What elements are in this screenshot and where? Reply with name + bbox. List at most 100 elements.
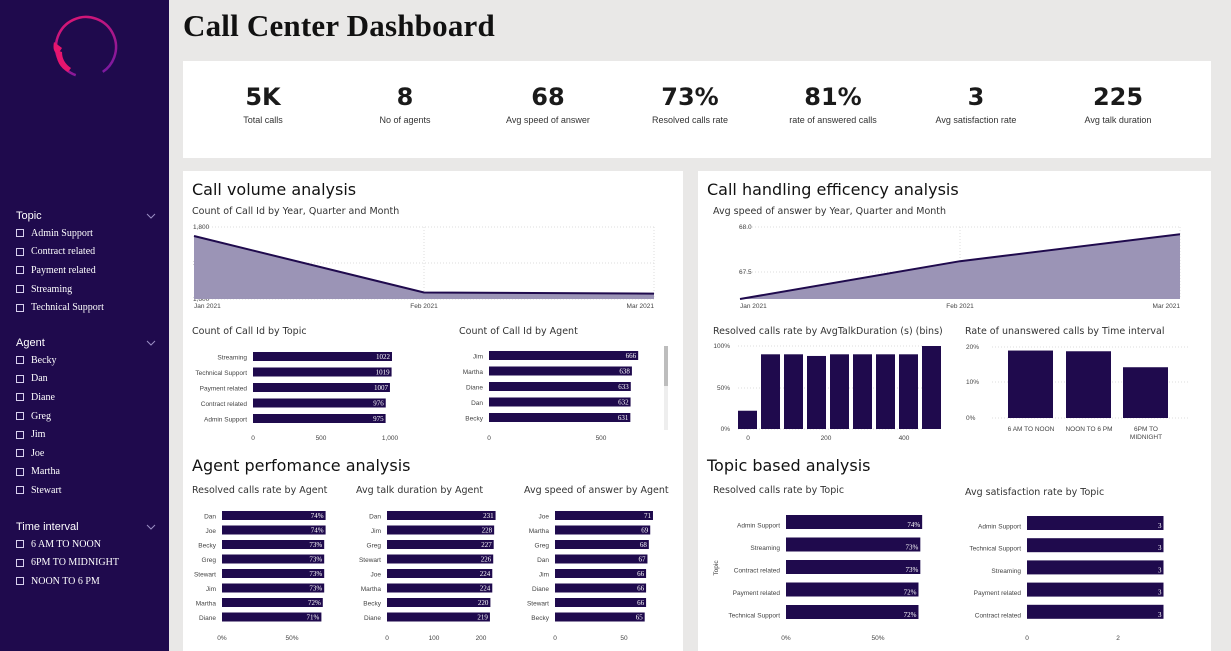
slicer-option[interactable]: Admin Support <box>16 224 156 243</box>
kpi-value: 5K <box>245 83 281 111</box>
checkbox[interactable] <box>16 486 24 495</box>
slicer-option-label: Becky <box>31 354 57 366</box>
chart-title: Count of Call Id by Topic <box>192 326 307 337</box>
agent-slicer: Agent Becky Dan Diane Greg Jim Joe Marth… <box>16 335 156 500</box>
kpi-label: No of agents <box>379 115 431 125</box>
kpi-card: 5K Total calls <box>188 83 338 125</box>
page-title: Call Center Dashboard <box>183 8 495 43</box>
phone-ring-logo-icon <box>53 15 118 79</box>
kpi-card: 81% rate of answered calls <box>758 83 908 125</box>
checkbox[interactable] <box>16 247 24 256</box>
scrollbar-thumb[interactable] <box>664 346 668 386</box>
kpi-value: 225 <box>1092 83 1144 111</box>
checkbox[interactable] <box>16 356 24 365</box>
topic-slicer: Topic Admin Support Contract related Pay… <box>16 208 156 317</box>
left-panel <box>183 171 683 651</box>
checkbox[interactable] <box>16 303 24 312</box>
checkbox[interactable] <box>16 430 24 439</box>
chevron-down-icon[interactable] <box>146 338 156 348</box>
slicer-option[interactable]: Technical Support <box>16 298 156 317</box>
slicer-option[interactable]: Dan <box>16 370 156 389</box>
slicer-option[interactable]: NOON TO 6 PM <box>16 572 156 591</box>
slicer-option-label: Joe <box>31 447 45 459</box>
slicer-option[interactable]: Becky <box>16 351 156 370</box>
chart-title: Avg talk duration by Agent <box>356 485 484 496</box>
section-title-efficiency: Call handling efficency analysis <box>707 180 959 199</box>
slicer-option-label: Technical Support <box>31 302 104 314</box>
kpi-value: 73% <box>661 83 719 111</box>
checkbox[interactable] <box>16 374 24 383</box>
slicer-option[interactable]: 6 AM TO NOON <box>16 535 156 554</box>
slicer-option-label: Streaming <box>31 283 73 295</box>
kpi-label: Avg talk duration <box>1084 115 1152 125</box>
slicer-option[interactable]: Streaming <box>16 280 156 299</box>
time-interval-slicer-header[interactable]: Time interval <box>16 519 156 535</box>
slicer-option-label: Dan <box>31 373 48 385</box>
checkbox[interactable] <box>16 577 24 586</box>
kpi-label: Resolved calls rate <box>651 115 729 125</box>
chart-title: Count of Call Id by Year, Quarter and Mo… <box>192 206 400 217</box>
slicer-option[interactable]: Greg <box>16 407 156 426</box>
time-interval-slicer: Time interval 6 AM TO NOON 6PM TO MIDNIG… <box>16 519 156 591</box>
checkbox[interactable] <box>16 266 24 275</box>
kpi-card: 73% Resolved calls rate <box>615 83 765 125</box>
checkbox[interactable] <box>16 558 24 567</box>
kpi-label: Total calls <box>243 115 283 125</box>
topic-slicer-title: Topic <box>16 210 42 222</box>
slicer-option-label: 6PM TO MIDNIGHT <box>31 557 119 569</box>
slicer-option[interactable]: Jim <box>16 425 156 444</box>
slicer-option-label: Payment related <box>31 264 96 276</box>
chart-title: Avg speed of answer by Agent <box>524 485 669 496</box>
checkbox[interactable] <box>16 393 24 402</box>
chart-title: Rate of unanswered calls by Time interva… <box>965 326 1165 337</box>
slicer-option[interactable]: Diane <box>16 388 156 407</box>
slicer-option[interactable]: Payment related <box>16 261 156 280</box>
kpi-card: 68 Avg speed of answer <box>473 83 623 125</box>
slicer-option[interactable]: 6PM TO MIDNIGHT <box>16 554 156 573</box>
checkbox[interactable] <box>16 467 24 476</box>
slicer-option[interactable]: Contract related <box>16 243 156 262</box>
kpi-label: rate of answered calls <box>789 115 877 125</box>
chart-title: Avg speed of answer by Year, Quarter and… <box>713 206 947 217</box>
section-title-topic: Topic based analysis <box>707 456 871 475</box>
agent-slicer-title: Agent <box>16 337 45 349</box>
slicer-option-label: 6 AM TO NOON <box>31 538 101 550</box>
kpi-band: 5K Total calls 8 No of agents 68 Avg speed … <box>183 61 1211 158</box>
chart-title: Resolved calls rate by Agent <box>192 485 328 496</box>
chart-title: Avg satisfaction rate by Topic <box>965 487 1105 498</box>
time-interval-slicer-title: Time interval <box>16 521 79 533</box>
chart-title: Resolved calls rate by Topic <box>713 485 845 496</box>
kpi-value: 8 <box>396 83 414 111</box>
kpi-value: 3 <box>967 83 985 111</box>
slicer-option-label: Martha <box>31 466 60 478</box>
slicer-option-label: NOON TO 6 PM <box>31 575 100 587</box>
checkbox[interactable] <box>16 229 24 238</box>
kpi-value: 81% <box>804 83 862 111</box>
sidebar: Topic Admin Support Contract related Pay… <box>0 0 169 651</box>
checkbox[interactable] <box>16 449 24 458</box>
chevron-down-icon[interactable] <box>146 211 156 221</box>
agent-chart-scrollbar[interactable] <box>664 346 668 430</box>
topic-slicer-header[interactable]: Topic <box>16 208 156 224</box>
right-panel <box>698 171 1211 651</box>
slicer-option-label: Admin Support <box>31 227 93 239</box>
slicer-option[interactable]: Joe <box>16 444 156 463</box>
slicer-option-label: Jim <box>31 429 46 441</box>
slicer-option-label: Contract related <box>31 246 96 258</box>
slicer-option-label: Greg <box>31 410 51 422</box>
chart-title: Count of Call Id by Agent <box>459 326 578 337</box>
checkbox[interactable] <box>16 412 24 421</box>
slicer-option-label: Diane <box>31 391 55 403</box>
section-title-volume: Call volume analysis <box>192 180 357 199</box>
checkbox[interactable] <box>16 540 24 549</box>
slicer-option[interactable]: Stewart <box>16 481 156 500</box>
agent-slicer-header[interactable]: Agent <box>16 335 156 351</box>
kpi-label: Avg satisfaction rate <box>935 115 1017 125</box>
kpi-label: Avg speed of answer <box>506 115 590 125</box>
kpi-card: 8 No of agents <box>330 83 480 125</box>
checkbox[interactable] <box>16 285 24 294</box>
chevron-down-icon[interactable] <box>146 522 156 532</box>
kpi-value: 68 <box>531 83 565 111</box>
section-title-agent: Agent perfomance analysis <box>192 456 411 475</box>
slicer-option[interactable]: Martha <box>16 463 156 482</box>
